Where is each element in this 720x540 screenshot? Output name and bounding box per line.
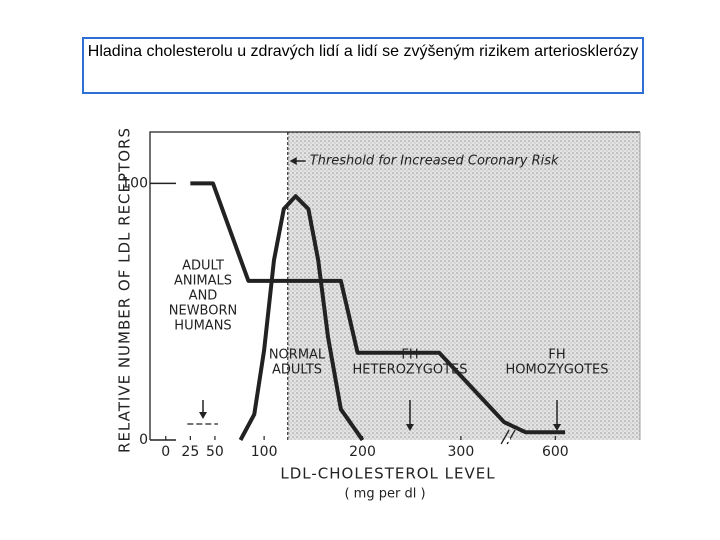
x-tick-label: 0 bbox=[161, 444, 170, 460]
x-tick-label: 600 bbox=[542, 444, 569, 460]
risk-region bbox=[287, 132, 640, 440]
plot-frame bbox=[149, 131, 640, 440]
annotation: NEWBORN bbox=[169, 304, 237, 319]
x-axis-label: LDL-CHOLESTEROL LEVEL bbox=[280, 465, 495, 483]
annotation: ADULT bbox=[182, 259, 224, 274]
x-axis-unit: ( mg per dl ) bbox=[344, 487, 425, 502]
annotation: FH bbox=[401, 348, 418, 363]
annotation: AND bbox=[189, 289, 218, 304]
x-tick-label: 200 bbox=[349, 444, 376, 460]
threshold-label: Threshold for Increased Coronary Risk bbox=[310, 154, 559, 169]
axis-break bbox=[500, 429, 510, 445]
axis-break-gap bbox=[506, 438, 511, 442]
annotation: HETEROZYGOTES bbox=[353, 363, 468, 378]
annotation: ADULTS bbox=[272, 363, 322, 378]
pointer-head bbox=[199, 412, 207, 419]
pointer-head bbox=[553, 424, 561, 431]
data-line bbox=[190, 181, 566, 435]
annotation: NORMAL bbox=[269, 348, 326, 363]
annotation: FH bbox=[548, 348, 565, 363]
threshold-arrowhead bbox=[289, 157, 297, 165]
y-tick-label: 0 bbox=[139, 432, 148, 448]
x-tick-label: 300 bbox=[448, 444, 475, 460]
data-line bbox=[238, 194, 365, 442]
pointer-head bbox=[406, 424, 414, 431]
x-tick-label: 50 bbox=[206, 444, 224, 460]
y-tick-label: 100 bbox=[121, 175, 148, 191]
y-axis-label: RELATIVE NUMBER OF LDL RECEPTORS bbox=[116, 127, 134, 453]
annotation: HUMANS bbox=[174, 319, 231, 334]
x-tick-label: 100 bbox=[251, 444, 278, 460]
annotation: ANIMALS bbox=[174, 274, 232, 289]
x-tick-label: 25 bbox=[181, 444, 199, 460]
slide-title: Hladina cholesterolu u zdravých lidí a l… bbox=[82, 37, 644, 94]
annotation: HOMOZYGOTES bbox=[505, 363, 608, 378]
